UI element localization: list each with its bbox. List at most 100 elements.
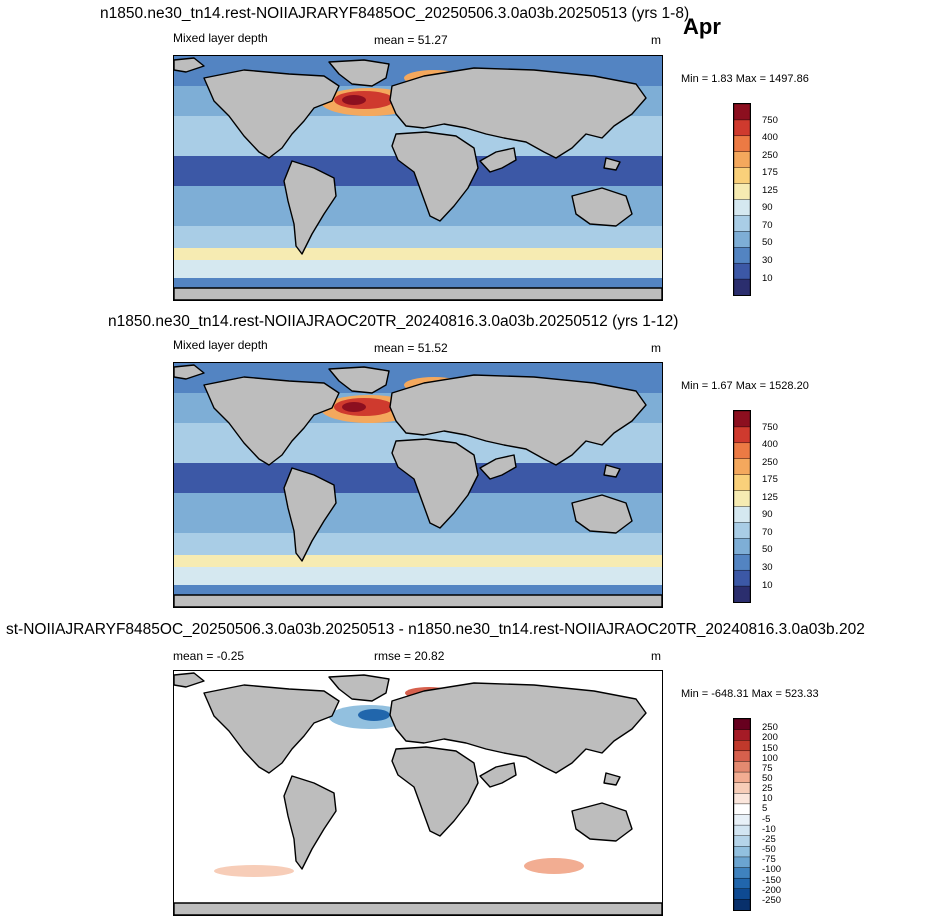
colorbar-box [733, 856, 751, 869]
panel3-colorbar-svg [733, 718, 751, 911]
colorbar-label: 175 [762, 167, 778, 179]
panel2-map [173, 362, 663, 608]
panel3-title: st-NOIIAJRARYF8485OC_20250506.3.0a03b.20… [6, 621, 865, 638]
colorbar-box [733, 846, 751, 858]
panel2-colorbar-svg [733, 410, 751, 603]
land-mass [391, 746, 479, 837]
colorbar-label: 750 [762, 421, 778, 433]
panel1-colorbar [733, 103, 751, 296]
colorbar-label: 30 [762, 254, 773, 266]
colorbar-label: 90 [762, 202, 773, 214]
colorbar-box [733, 103, 751, 121]
panel2-title: n1850.ne30_tn14.rest-NOIIAJRAOC20TR_2024… [108, 313, 679, 330]
colorbar-label: 90 [762, 509, 773, 521]
colorbar-label: 75 [762, 762, 773, 774]
colorbar-box [733, 718, 751, 731]
panel2-map-svg [173, 363, 663, 608]
land-mass [283, 467, 337, 562]
land-mass [603, 157, 621, 171]
colorbar-box [733, 729, 751, 741]
panel2-minmax: Min = 1.67 Max = 1528.20 [681, 380, 809, 392]
panel1-map [173, 55, 663, 301]
colorbar-label: 250 [762, 456, 778, 468]
colorbar-label: -25 [762, 833, 776, 845]
colorbar-box [733, 835, 751, 848]
colorbar-box [733, 793, 751, 805]
panel2-units: m [651, 341, 661, 355]
panel2-variable: Mixed layer depth [173, 338, 268, 352]
colorbar-label: 70 [762, 219, 773, 231]
panel1-mean: mean = 51.27 [374, 33, 448, 47]
colorbar-box [733, 740, 751, 752]
colorbar-box [733, 183, 751, 201]
colorbar-label: 750 [762, 114, 778, 126]
land-mass [328, 674, 390, 702]
colorbar-box [733, 474, 751, 492]
colorbar-label: -150 [762, 874, 782, 886]
colorbar-label: 175 [762, 474, 778, 486]
panel3-minmax: Min = -648.31 Max = 523.33 [681, 688, 819, 700]
month-label: Apr [683, 14, 721, 39]
panel3-map-svg [173, 671, 663, 916]
panel1-variable: Mixed layer depth [173, 31, 268, 45]
colorbar-label: 10 [762, 579, 773, 591]
colorbar-label: 50 [762, 237, 773, 249]
land-mass [203, 376, 340, 466]
land-mass [603, 464, 621, 478]
land-mass [389, 67, 647, 159]
colorbar-box [733, 506, 751, 524]
panel2-mean: mean = 51.52 [374, 341, 448, 355]
colorbar-label: 10 [762, 272, 773, 284]
colorbar-box [733, 490, 751, 508]
colorbar-label: -75 [762, 854, 776, 866]
colorbar-box [733, 867, 751, 879]
panel3-rmse: rmse = 20.82 [374, 649, 445, 663]
panel1-minmax: Min = 1.83 Max = 1497.86 [681, 73, 809, 85]
colorbar-label: 50 [762, 544, 773, 556]
colorbar-label: 125 [762, 184, 778, 196]
panel3-units: m [651, 649, 661, 663]
colorbar-box [733, 410, 751, 428]
land-mass [173, 672, 205, 688]
land-mass [479, 147, 517, 173]
land-mass [283, 160, 337, 255]
colorbar-label: 25 [762, 783, 773, 795]
panel1-units: m [651, 33, 661, 47]
land-mass [571, 802, 633, 842]
colorbar-box [733, 135, 751, 153]
land-mass [328, 59, 390, 87]
colorbar-box [733, 151, 751, 169]
colorbar-box [733, 167, 751, 185]
colorbar-box [733, 247, 751, 264]
land-mass [328, 366, 390, 394]
colorbar-label: 150 [762, 742, 778, 754]
colorbar-box [733, 426, 751, 444]
land-mass [283, 775, 337, 870]
land-mass [173, 902, 663, 916]
colorbar-box [733, 888, 751, 901]
colorbar-label: 50 [762, 772, 773, 784]
land-mass [391, 438, 479, 529]
colorbar-box [733, 199, 751, 217]
land-mass [173, 594, 663, 608]
land-mass [389, 374, 647, 466]
colorbar-label: 10 [762, 793, 773, 805]
colorbar-box [733, 814, 751, 826]
colorbar-label: 250 [762, 149, 778, 161]
colorbar-label: 250 [762, 722, 778, 734]
colorbar-box [733, 231, 751, 248]
land-mass [173, 364, 205, 380]
colorbar-label: 400 [762, 132, 778, 144]
colorbar-box [733, 824, 751, 837]
colorbar-box [733, 585, 751, 603]
colorbar-box [733, 215, 751, 233]
colorbar-label: -250 [762, 894, 782, 906]
land-mass [389, 682, 647, 774]
colorbar-label: 70 [762, 526, 773, 538]
colorbar-box [733, 278, 751, 296]
colorbar-box [733, 803, 751, 816]
colorbar-label: 30 [762, 561, 773, 573]
colorbar-label: -10 [762, 823, 776, 835]
colorbar-box [733, 442, 751, 460]
land-mass [203, 684, 340, 774]
